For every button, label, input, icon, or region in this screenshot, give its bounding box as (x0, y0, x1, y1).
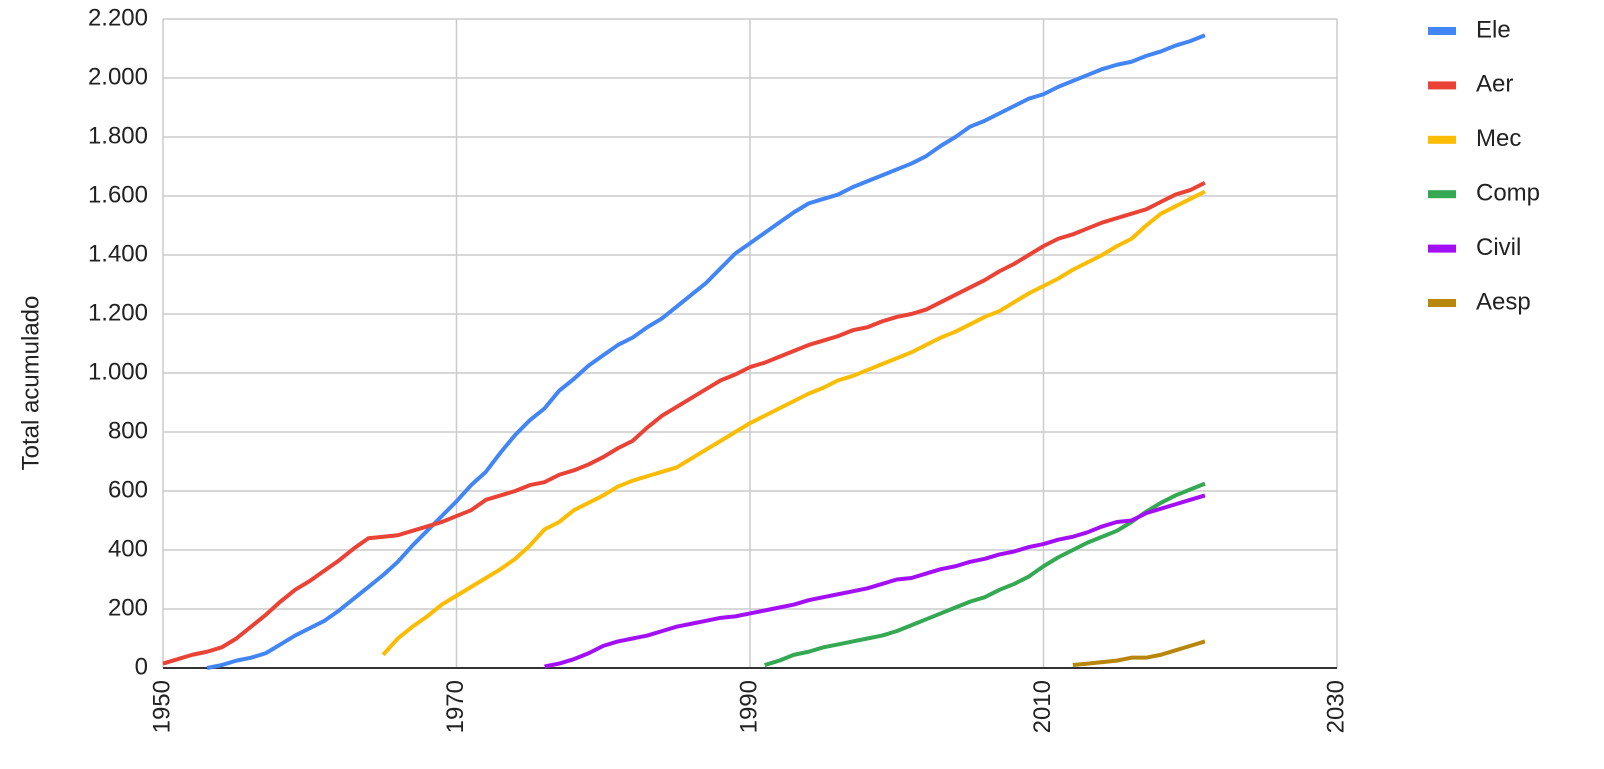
legend-label: Ele (1476, 16, 1511, 43)
y-tick-label: 200 (108, 594, 148, 621)
y-tick-label: 1.400 (88, 240, 148, 267)
legend-label: Mec (1476, 125, 1521, 152)
series-line (381, 189, 1206, 657)
series-line (206, 33, 1206, 670)
y-tick-label: 600 (108, 476, 148, 503)
legend-swatch (1428, 27, 1456, 35)
legend-swatch (1428, 135, 1456, 144)
y-tick-label: 1.600 (88, 181, 148, 208)
legend-label: Aer (1476, 71, 1513, 98)
y-tick-label: 2.200 (88, 4, 148, 31)
legend-swatch (1428, 244, 1456, 253)
y-axis-title: Total acumulado (17, 296, 44, 471)
series-line (1072, 639, 1206, 668)
y-tick-label: 400 (108, 535, 148, 562)
x-tick-label: 2010 (1029, 680, 1056, 733)
y-tick-label: 1.800 (88, 122, 148, 149)
legend-label: Comp (1476, 180, 1540, 207)
series-line (162, 180, 1206, 666)
y-tick-label: 2.000 (88, 63, 148, 90)
legend-swatch (1428, 299, 1456, 307)
legend-swatch (1428, 81, 1456, 90)
x-tick-label: 2030 (1322, 680, 1349, 733)
legend-label: Aesp (1476, 288, 1531, 315)
series-line (544, 493, 1206, 669)
legend-label: Civil (1476, 234, 1521, 261)
x-tick-label: 1990 (735, 680, 762, 733)
series-line (764, 481, 1206, 667)
y-tick-label: 1.000 (88, 358, 148, 385)
y-tick-label: 800 (108, 417, 148, 444)
x-tick-label: 1970 (442, 680, 469, 733)
y-tick-label: 0 (135, 653, 148, 680)
x-tick-label: 1950 (148, 680, 175, 733)
y-tick-label: 1.200 (88, 299, 148, 326)
legend-swatch (1428, 190, 1456, 199)
